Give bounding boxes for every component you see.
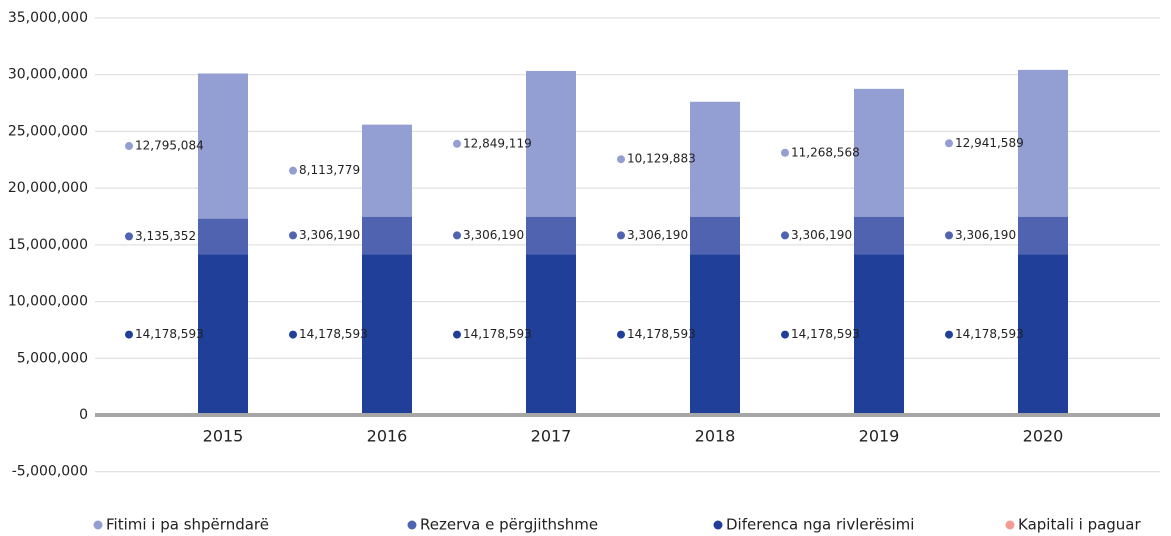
bar-segment (690, 216, 740, 255)
x-tick-label: 2018 (695, 426, 736, 445)
x-tick-label: 2017 (531, 426, 572, 445)
y-tick-label: 25,000,000 (8, 123, 88, 139)
x-tick-label: 2020 (1023, 426, 1064, 445)
value-label: 3,306,190 (463, 228, 524, 242)
bar-segment (854, 254, 904, 415)
legend-marker (407, 520, 417, 530)
legend-marker (1005, 520, 1015, 530)
bar-segment (690, 254, 740, 415)
x-tick-label: 2015 (203, 426, 244, 445)
value-label: 14,178,593 (791, 327, 860, 341)
label-dot (453, 231, 461, 240)
value-label: 12,849,119 (463, 136, 532, 150)
y-tick-label: 15,000,000 (8, 237, 88, 253)
label-dot (945, 139, 953, 148)
label-dot (289, 231, 297, 240)
y-tick-label: 10,000,000 (8, 294, 88, 310)
label-dot (781, 148, 789, 157)
label-dot (945, 231, 953, 240)
y-tick-label: -5,000,000 (12, 464, 88, 480)
label-dot (289, 166, 297, 175)
legend-label: Fitimi i pa shpërndarë (106, 516, 269, 534)
label-dot (453, 330, 461, 339)
label-dot (289, 330, 297, 339)
value-label: 12,795,084 (135, 139, 204, 153)
label-dot (781, 231, 789, 240)
bar-segment (1018, 216, 1068, 255)
value-label: 14,178,593 (627, 327, 696, 341)
value-label: 14,178,593 (463, 327, 532, 341)
label-dot (125, 232, 133, 241)
legend-label: Diferenca nga rivlerësimi (726, 516, 914, 534)
bar-segment (198, 254, 248, 415)
legend-marker (93, 520, 103, 530)
x-tick-label: 2016 (367, 426, 408, 445)
value-label: 8,113,779 (299, 163, 360, 177)
y-tick-label: 5,000,000 (17, 350, 88, 366)
bar-segment (526, 254, 576, 415)
bar-segment (1018, 69, 1068, 217)
x-tick-label: 2019 (859, 426, 900, 445)
value-label: 3,306,190 (299, 228, 360, 242)
y-tick-label: 0 (79, 407, 88, 423)
bar-segment (362, 254, 412, 415)
label-dot (617, 155, 625, 164)
bar-segment (526, 216, 576, 255)
value-label: 11,268,568 (791, 145, 860, 159)
bar-segment (198, 73, 248, 219)
value-label: 3,306,190 (791, 228, 852, 242)
bar-segment (854, 216, 904, 255)
value-label: 3,135,352 (135, 229, 196, 243)
label-dot (125, 142, 133, 151)
y-tick-label: 30,000,000 (8, 67, 88, 83)
legend-label: Kapitali i paguar (1018, 516, 1141, 534)
value-label: 14,178,593 (135, 327, 204, 341)
bar-segment (526, 70, 576, 217)
value-label: 12,941,589 (955, 136, 1024, 150)
value-label: 3,306,190 (627, 228, 688, 242)
label-dot (945, 330, 953, 339)
bar-segment (362, 124, 412, 217)
y-tick-label: 20,000,000 (8, 180, 88, 196)
legend-marker (713, 520, 723, 530)
label-dot (617, 330, 625, 339)
bar-segment (362, 216, 412, 255)
label-dot (617, 231, 625, 240)
value-label: 3,306,190 (955, 228, 1016, 242)
bar-segment (690, 101, 740, 217)
value-label: 10,129,883 (627, 152, 696, 166)
legend-label: Rezerva e përgjithshme (420, 516, 598, 534)
bar-segment (1018, 254, 1068, 415)
value-label: 14,178,593 (955, 327, 1024, 341)
value-label: 14,178,593 (299, 327, 368, 341)
bar-segment (198, 218, 248, 255)
label-dot (453, 139, 461, 148)
label-dot (781, 330, 789, 339)
bar-segment (854, 88, 904, 217)
label-dot (125, 330, 133, 339)
y-tick-label: 35,000,000 (8, 10, 88, 26)
